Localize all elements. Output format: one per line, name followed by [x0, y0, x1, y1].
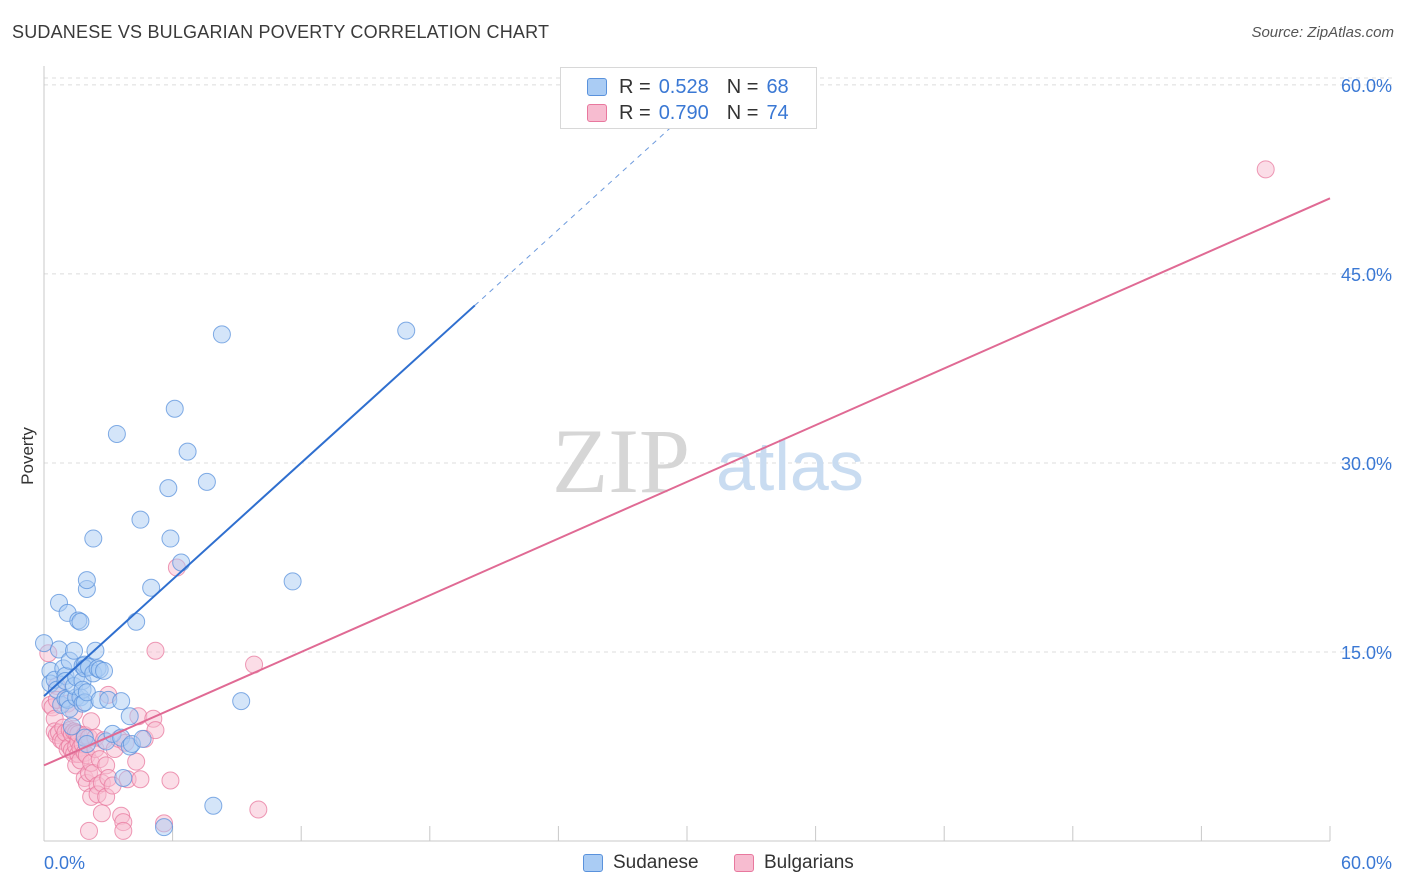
bulgarian-point	[1256, 160, 1275, 179]
sudanese-point	[133, 729, 152, 748]
y-tick-label: 30.0%	[1341, 454, 1392, 474]
watermark-atlas: atlas	[716, 427, 864, 505]
sudanese-point	[95, 661, 114, 680]
bulgarian-point	[131, 770, 150, 789]
bulgarian-point	[146, 641, 165, 660]
sudanese-point	[142, 578, 161, 597]
sudanese-point	[197, 472, 216, 491]
watermark: ZIP atlas	[552, 410, 864, 512]
sudanese-point	[172, 553, 191, 572]
bulgarian-trend-line	[43, 197, 1331, 767]
data-points	[35, 160, 1275, 840]
x-tick-label: 60.0%	[1341, 853, 1392, 873]
chart-title: SUDANESE VS BULGARIAN POVERTY CORRELATIO…	[12, 22, 550, 42]
bottom-legend-label-bulgarians: Bulgarians	[764, 852, 854, 873]
sudanese-point	[77, 571, 96, 590]
sudanese-point	[107, 424, 126, 443]
legend-r-value-bulgarians: 0.790	[658, 101, 709, 124]
bulgarian-point	[161, 771, 180, 790]
legend-r-label: R =	[619, 101, 651, 124]
legend-row-sudanese: R = 0.528 N = 68	[587, 75, 789, 99]
sudanese-point	[71, 612, 90, 631]
sudanese-point	[161, 529, 180, 548]
sudanese-point	[204, 796, 223, 815]
y-tick-label: 45.0%	[1341, 265, 1392, 285]
bottom-legend-bulgarians: Bulgarians	[734, 852, 854, 874]
sudanese-point	[114, 768, 133, 787]
bulgarian-point	[82, 712, 101, 731]
axis-labels: Poverty 15.0% 30.0% 45.0% 60.0% 0.0% 60.0%	[18, 76, 1392, 873]
legend-swatch-bulgarians	[587, 104, 607, 122]
sudanese-point	[35, 634, 53, 653]
axes	[43, 66, 1331, 842]
y-tick-label: 15.0%	[1341, 643, 1392, 663]
sudanese-point	[155, 818, 174, 837]
bulgarian-point	[92, 804, 111, 823]
trend-lines	[43, 108, 1331, 767]
sudanese-point	[62, 717, 81, 736]
sudanese-trend-line	[43, 304, 476, 697]
legend-swatch-sudanese	[587, 78, 607, 96]
bottom-legend-sudanese: Sudanese	[583, 852, 699, 874]
sudanese-point	[159, 479, 178, 498]
legend-r-value-sudanese: 0.528	[658, 75, 709, 98]
sudanese-trend-extension	[474, 108, 692, 306]
legend-n-value-sudanese: 68	[766, 75, 789, 98]
chart-source: Source: ZipAtlas.com	[1251, 24, 1394, 41]
sudanese-point	[283, 572, 302, 591]
watermark-zip: ZIP	[552, 410, 690, 512]
legend-n-value-bulgarians: 74	[766, 101, 789, 124]
legend-n-label: N =	[726, 101, 759, 124]
sudanese-point	[165, 399, 184, 418]
sudanese-point	[127, 612, 146, 631]
sudanese-point	[112, 692, 131, 711]
bulgarian-point	[80, 821, 99, 840]
sudanese-point	[84, 529, 103, 548]
sudanese-point	[232, 692, 251, 711]
legend-row-bulgarians: R = 0.790 N = 74	[587, 101, 789, 125]
x-tick-label: 0.0%	[44, 853, 85, 873]
bulgarian-point	[249, 800, 268, 819]
bulgarian-point	[146, 721, 165, 740]
sudanese-point	[65, 641, 84, 660]
y-axis-label: Poverty	[18, 427, 37, 485]
grid-lines	[44, 77, 1396, 653]
bulgarian-point	[114, 821, 133, 840]
bottom-legend-swatch-bulgarians	[734, 854, 754, 872]
sudanese-point	[120, 707, 139, 726]
sudanese-point	[397, 321, 416, 340]
sudanese-point	[178, 442, 197, 461]
bottom-legend-label-sudanese: Sudanese	[613, 852, 699, 873]
bottom-legend-swatch-sudanese	[583, 854, 603, 872]
sudanese-point	[212, 325, 231, 344]
sudanese-point	[131, 510, 150, 529]
legend-r-label: R =	[619, 75, 651, 98]
legend-n-label: N =	[726, 75, 759, 98]
bulgarian-point	[127, 752, 146, 771]
y-tick-label: 60.0%	[1341, 76, 1392, 96]
stats-legend: R = 0.528 N = 68 R = 0.790 N = 74	[560, 67, 817, 129]
